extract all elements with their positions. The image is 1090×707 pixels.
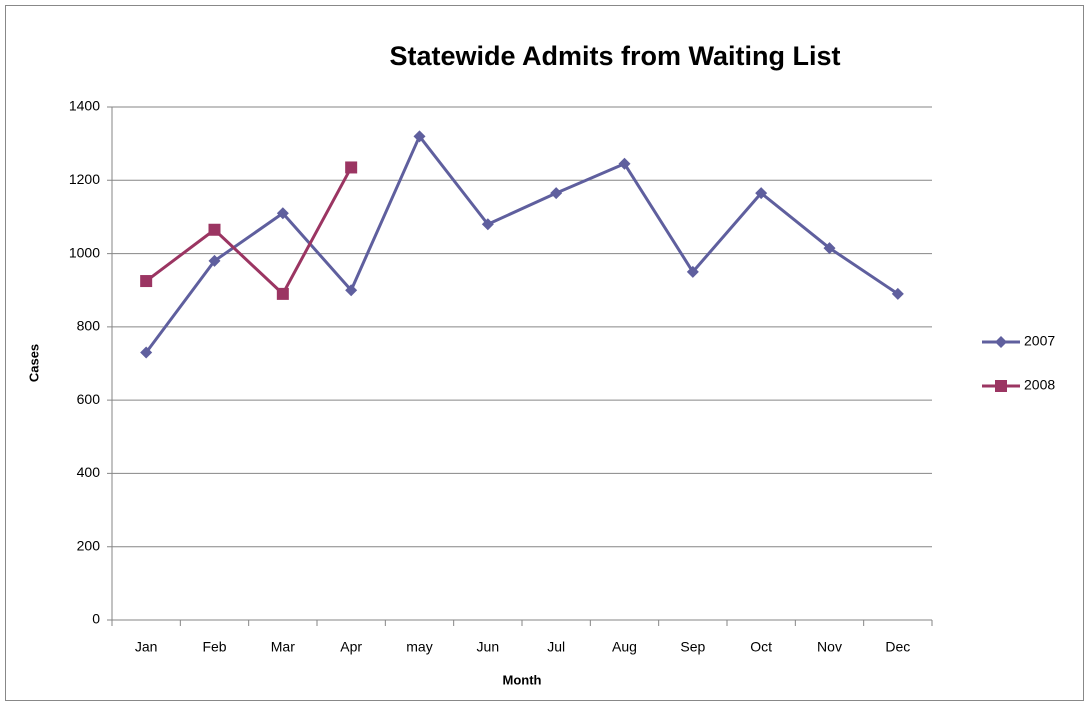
x-tick-label: Jul [547,639,565,655]
x-tick-label: Dec [885,639,910,655]
chart-title: Statewide Admits from Waiting List [389,41,840,71]
data-point [140,275,153,288]
x-tick-label: Sep [680,639,705,655]
data-point [345,161,358,174]
data-point [208,254,221,267]
y-tick-label: 1400 [69,98,100,114]
y-tick-label: 800 [77,318,101,334]
data-point [686,265,699,278]
series-line [144,134,899,354]
legend-label: 2007 [1024,333,1055,349]
data-point [891,287,904,300]
data-point [140,346,153,359]
y-tick-label: 600 [77,391,101,407]
x-tick-label: Jun [477,639,500,655]
data-point [276,207,289,220]
x-axis-label: Month [503,672,542,687]
series-line [145,166,353,296]
legend-label: 2008 [1024,377,1055,393]
data-point [481,218,494,231]
y-tick-label: 200 [77,537,101,553]
x-tick-label: Aug [612,639,637,655]
x-tick-label: Nov [817,639,842,655]
x-tick-label: Apr [340,639,362,655]
x-tick-label: may [406,639,432,655]
y-tick-label: 0 [92,611,100,627]
data-point [618,157,631,170]
x-tick-label: Oct [750,639,772,655]
x-tick-label: Mar [271,639,295,655]
data-point [823,242,836,255]
y-tick-label: 400 [77,464,101,480]
chart-frame [5,5,1084,701]
data-point [345,284,358,297]
legend-marker [995,380,1007,392]
data-point [550,187,563,200]
data-point [413,130,426,143]
data-point [276,287,289,300]
x-tick-label: Feb [202,639,226,655]
data-point [208,223,221,236]
y-tick-label: 1200 [69,171,100,187]
data-point [755,187,768,200]
x-tick-label: Jan [135,639,158,655]
y-tick-label: 1000 [69,244,100,260]
y-axis-label: Cases [26,344,41,382]
legend-marker [995,336,1007,348]
